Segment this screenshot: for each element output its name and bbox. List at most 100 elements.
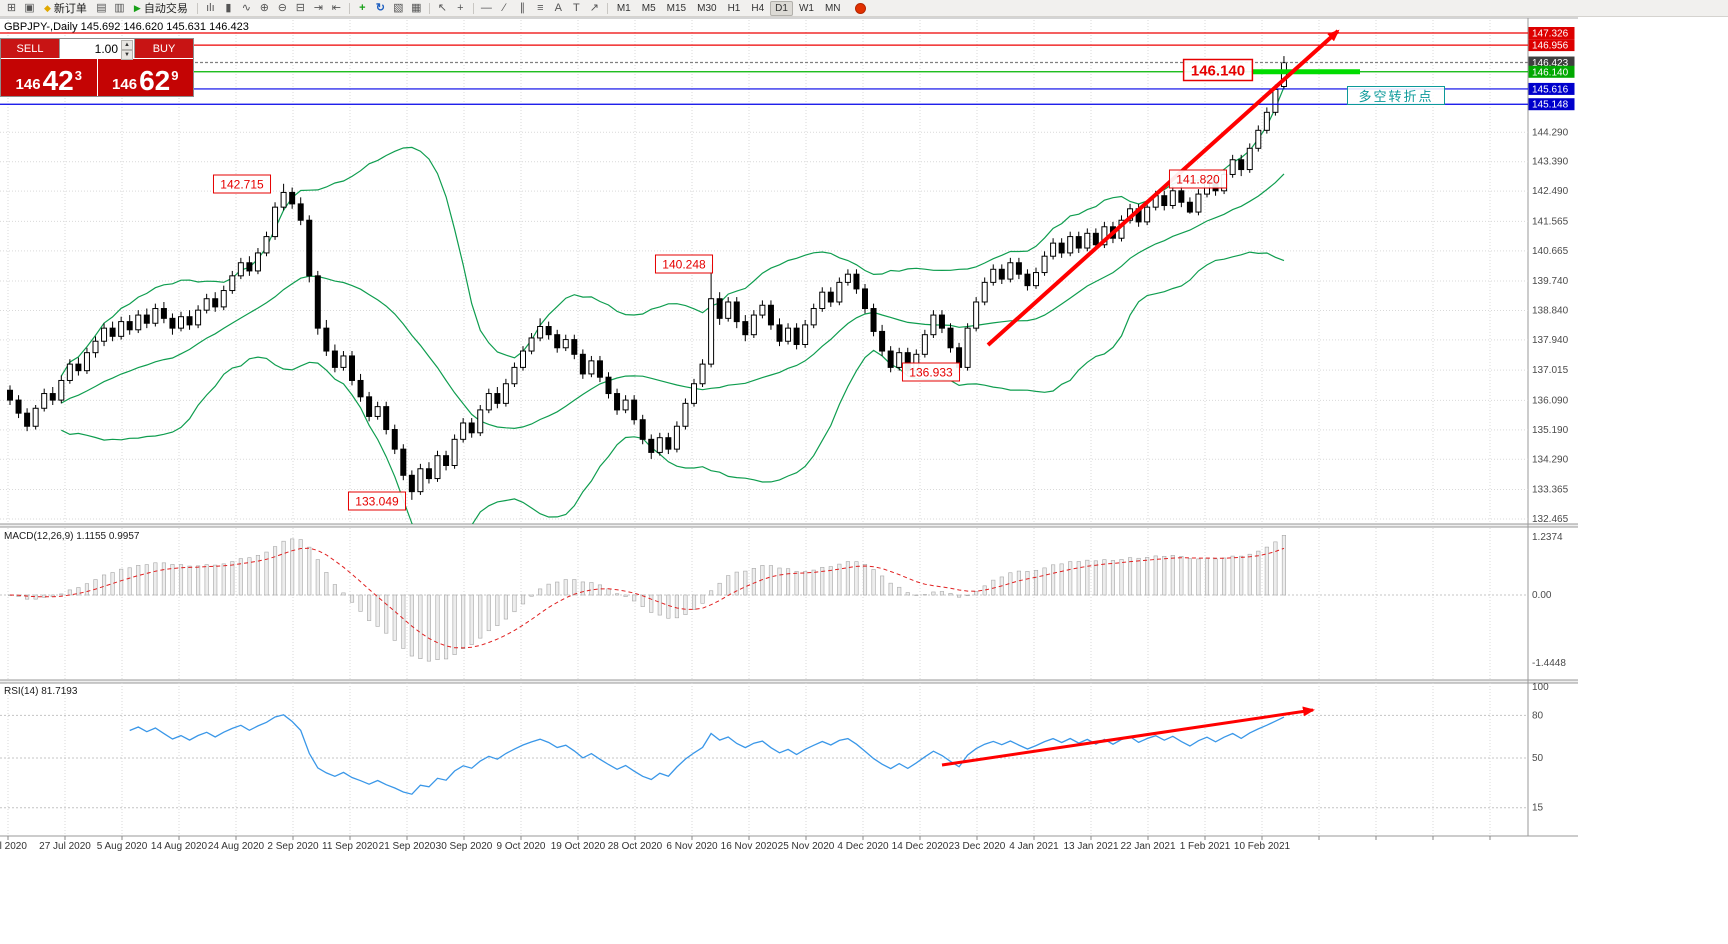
candle-body [485, 393, 492, 411]
notification-icon[interactable] [854, 2, 866, 14]
market-watch-icon[interactable]: ▤ [96, 1, 107, 14]
trend-arrow-main[interactable] [986, 29, 1340, 347]
price-axis-chip [1528, 27, 1575, 39]
sell-button[interactable]: SELL [1, 39, 59, 58]
candle-body [725, 301, 732, 319]
auto-scroll-icon[interactable]: ⇥ [313, 1, 323, 14]
auto-trading-button[interactable]: ▶ 自动交易 [129, 1, 193, 16]
buy-price-button[interactable]: 146 62 9 [96, 59, 193, 97]
price-label-140248[interactable]: 140.248 [654, 254, 714, 274]
timeframe-d1[interactable]: D1 [770, 0, 793, 16]
candle-body [1015, 262, 1022, 275]
chart-shift-icon[interactable]: ⇤ [331, 1, 341, 14]
candle-body [272, 206, 279, 238]
candlestick-chart-icon[interactable]: ▮ [225, 1, 232, 14]
trendline-icon[interactable]: ∕ [503, 1, 506, 14]
panel-separator-main-macd[interactable] [0, 524, 1578, 527]
candle-body [1084, 232, 1091, 249]
candle-body [639, 419, 646, 440]
svg-text:50: 50 [1532, 753, 1544, 764]
price-label-141820[interactable]: 141.820 [1168, 169, 1228, 189]
profiles-icon[interactable]: ▣ [24, 1, 35, 14]
new-order-button[interactable]: ◆ 新订单 [39, 1, 92, 16]
candle-body [750, 314, 757, 336]
candle-body [468, 422, 475, 434]
candle-body [58, 379, 65, 401]
fibonacci-icon[interactable]: ≡ [537, 1, 544, 14]
timeframe-h4[interactable]: H4 [751, 2, 765, 14]
candle-body [656, 437, 663, 453]
chart-properties-icon[interactable]: ▦ [411, 1, 422, 14]
date-label: 4 Jan 2021 [1009, 841, 1059, 852]
macd-signal-line [9, 547, 1285, 649]
candle-body [879, 330, 886, 352]
svg-text:100: 100 [1532, 682, 1549, 693]
trend-arrow-rsi[interactable] [941, 706, 1315, 767]
volume-box: ▲ ▼ [59, 39, 135, 60]
timeframe-w1[interactable]: W1 [798, 2, 814, 14]
line-chart-icon[interactable]: ∿ [241, 1, 251, 14]
price-label-146140[interactable]: 146.140 [1182, 58, 1254, 82]
candle-body [947, 327, 954, 349]
candle-body [24, 412, 31, 427]
templates-icon[interactable]: ▧ [393, 1, 404, 14]
timeframe-h1[interactable]: H1 [727, 2, 741, 14]
candle-body [571, 339, 578, 355]
new-order-button-label: 新订单 [53, 3, 87, 15]
zoom-out-icon[interactable]: ⊖ [277, 1, 287, 14]
candle-body [1067, 236, 1074, 254]
panel-separator-macd-rsi[interactable] [0, 680, 1578, 683]
candle-body [708, 298, 715, 365]
svg-text:135.190: 135.190 [1532, 425, 1569, 436]
candle-body [280, 191, 287, 208]
arrow-object-icon[interactable]: ↗ [589, 1, 599, 14]
data-window-icon[interactable]: ▥ [114, 1, 125, 14]
candle-body [178, 316, 184, 329]
timeframe-mn[interactable]: MN [824, 2, 841, 14]
price-label-142715[interactable]: 142.715 [212, 174, 272, 194]
horizontal-line-icon[interactable]: — [480, 1, 492, 14]
candle-body [520, 350, 526, 368]
buy-button[interactable]: BUY [135, 39, 193, 58]
price-label-136933[interactable]: 136.933 [901, 362, 961, 382]
svg-text:143.390: 143.390 [1532, 157, 1569, 168]
candle-body [716, 298, 723, 319]
svg-text:134.290: 134.290 [1532, 454, 1569, 465]
candle-body [776, 324, 783, 342]
candle-body [1007, 262, 1014, 280]
candle-body [460, 422, 467, 440]
candle-body [665, 437, 672, 450]
volume-down-icon[interactable]: ▼ [121, 50, 133, 60]
text-icon[interactable]: A [554, 1, 563, 14]
cursor-icon[interactable]: ↖ [437, 1, 447, 14]
candle-body [297, 203, 304, 221]
turning-point-note[interactable]: 多空转折点 [1347, 86, 1445, 105]
price-axis-chip-label: 145.148 [1532, 100, 1569, 111]
candle-body [1195, 193, 1202, 213]
candle-body [990, 268, 997, 283]
candle-body [109, 327, 116, 337]
ask-pips: 62 [139, 65, 171, 97]
sell-price-button[interactable]: 146 42 3 [1, 59, 97, 96]
svg-text:133.365: 133.365 [1532, 485, 1569, 496]
timeframe-m5[interactable]: M5 [641, 2, 656, 14]
cycle-icon[interactable]: ↻ [375, 1, 385, 14]
crosshair-icon[interactable]: + [457, 1, 464, 14]
text-label-icon[interactable]: T [572, 1, 580, 14]
bar-chart-icon[interactable]: ılı [206, 1, 215, 14]
timeframe-m1[interactable]: M1 [616, 2, 631, 14]
channel-icon[interactable]: ∥ [519, 1, 526, 14]
tile-windows-icon[interactable]: ⊟ [295, 1, 305, 14]
new-chart-icon[interactable]: ⊞ [6, 1, 17, 14]
add-indicator-icon[interactable]: + [359, 1, 366, 14]
volume-input[interactable] [60, 39, 134, 58]
candle-body [759, 304, 766, 316]
timeframe-m15[interactable]: M15 [666, 2, 687, 14]
volume-up-icon[interactable]: ▲ [121, 40, 133, 50]
candle-body [699, 363, 706, 385]
price-label-133049[interactable]: 133.049 [347, 491, 407, 511]
timeframe-m30[interactable]: M30 [697, 2, 717, 14]
price-axis-chip [1528, 65, 1575, 78]
zoom-in-icon[interactable]: ⊕ [259, 1, 269, 14]
